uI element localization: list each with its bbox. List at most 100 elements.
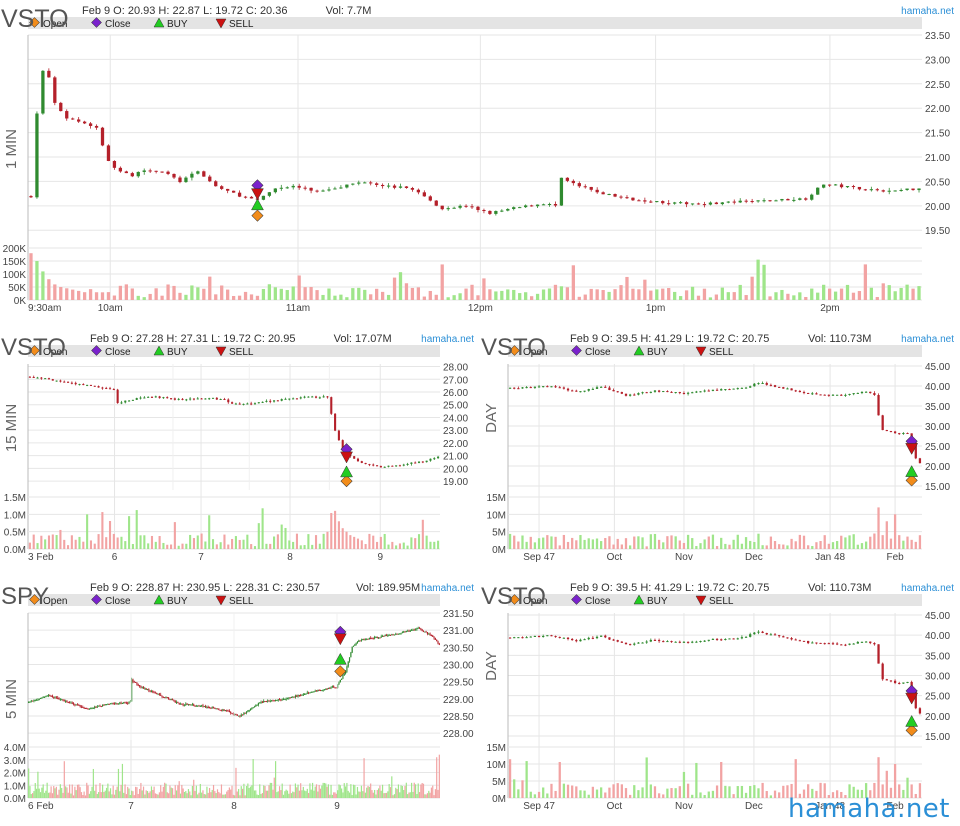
volume-bar xyxy=(308,792,310,798)
y-tick-label: 23.00 xyxy=(925,55,950,66)
volume-bar xyxy=(579,790,582,798)
volume-bar xyxy=(869,287,873,300)
volume-bar xyxy=(311,782,314,798)
volume-bar xyxy=(71,289,75,300)
candle-body xyxy=(295,398,298,400)
volume-bar xyxy=(222,794,224,798)
volume-bar xyxy=(732,539,735,549)
candle-body xyxy=(376,465,379,467)
volume-bar xyxy=(433,541,436,549)
volume-bar xyxy=(70,793,72,798)
candle-body xyxy=(670,641,673,643)
candle-body xyxy=(152,691,154,693)
volume-bar xyxy=(351,795,353,798)
volume-bar xyxy=(158,536,161,549)
candle-body xyxy=(154,170,158,172)
candle-body xyxy=(33,700,35,702)
candle-body xyxy=(404,186,409,188)
volume-bar xyxy=(732,292,736,300)
y-tick-label: 229.00 xyxy=(443,695,474,706)
open-marker-icon xyxy=(905,474,918,487)
candle-body xyxy=(103,704,105,706)
candle-body xyxy=(201,705,203,707)
candle-body xyxy=(521,387,524,389)
volume-bar xyxy=(147,543,150,549)
volume-bar xyxy=(823,783,826,798)
volume-bar xyxy=(666,536,669,549)
candle-body xyxy=(628,394,632,396)
candle-body xyxy=(810,194,814,200)
volume-bar xyxy=(376,541,379,549)
volume-bar xyxy=(100,792,102,798)
volume-bar xyxy=(248,787,250,798)
volume-bar xyxy=(249,294,254,300)
volume-tick-label: 5M xyxy=(492,528,506,539)
candle-body xyxy=(244,712,246,714)
volume-bar xyxy=(130,288,134,300)
volume-bar xyxy=(286,790,289,798)
candle-body xyxy=(216,708,219,710)
candle-body xyxy=(380,184,385,187)
candle-body xyxy=(68,702,71,704)
candle-body xyxy=(696,203,701,205)
volume-bar xyxy=(201,792,203,798)
volume-bar xyxy=(392,795,394,798)
volume-bar xyxy=(835,790,839,798)
candle-body xyxy=(815,393,818,395)
candle-body xyxy=(78,384,81,386)
volume-bar xyxy=(142,786,145,798)
legend-label-sell: SELL xyxy=(709,596,734,607)
volume-bar xyxy=(327,784,330,798)
candle-body xyxy=(637,393,640,395)
volume-bar xyxy=(848,784,851,798)
candle-body xyxy=(628,644,632,646)
volume-bar xyxy=(101,512,104,549)
candle-body xyxy=(416,189,421,193)
candle-body xyxy=(169,699,171,701)
candle-body xyxy=(566,637,570,639)
volume-bar xyxy=(773,790,777,798)
candle-body xyxy=(851,186,856,188)
candle-body xyxy=(753,383,756,387)
candle-body xyxy=(160,694,162,696)
candle-body xyxy=(219,709,221,711)
volume-bar xyxy=(106,292,111,300)
volume-bar xyxy=(391,541,394,549)
candle-body xyxy=(308,692,310,694)
volume-bar xyxy=(162,542,165,549)
volume-bar xyxy=(869,536,872,549)
sell-marker-icon xyxy=(215,595,227,606)
candle-body xyxy=(135,398,138,400)
candle-body xyxy=(120,702,122,704)
volume-bar xyxy=(94,790,96,798)
candle-body xyxy=(575,640,578,642)
volume-bar xyxy=(612,544,615,549)
candle-body xyxy=(863,189,868,191)
volume-bar xyxy=(108,791,110,798)
candle-body xyxy=(402,464,405,466)
volume-bar xyxy=(309,286,313,300)
volume-bar xyxy=(65,786,67,798)
volume-bar xyxy=(434,789,436,798)
volume-bar xyxy=(414,784,417,798)
buy-marker-icon xyxy=(905,714,919,727)
volume-tick-label: 10M xyxy=(487,760,506,771)
candle-body xyxy=(239,715,241,717)
volume-bar xyxy=(537,538,541,549)
candle-body xyxy=(608,387,611,391)
volume-bar xyxy=(699,792,702,798)
candle-body xyxy=(170,699,172,701)
volume-bar xyxy=(187,789,190,798)
volume-bar xyxy=(198,792,200,798)
candle-body xyxy=(105,387,108,389)
candle-body xyxy=(831,394,835,396)
candle-body xyxy=(898,682,901,684)
candle-body xyxy=(36,377,39,379)
volume-bar xyxy=(63,539,66,549)
candle-body xyxy=(558,636,561,638)
candle-body xyxy=(715,389,719,391)
timeframe-label: 15 MIN xyxy=(3,404,20,452)
volume-bar xyxy=(125,794,127,798)
volume-bar xyxy=(524,292,528,300)
candle-body xyxy=(206,707,208,709)
